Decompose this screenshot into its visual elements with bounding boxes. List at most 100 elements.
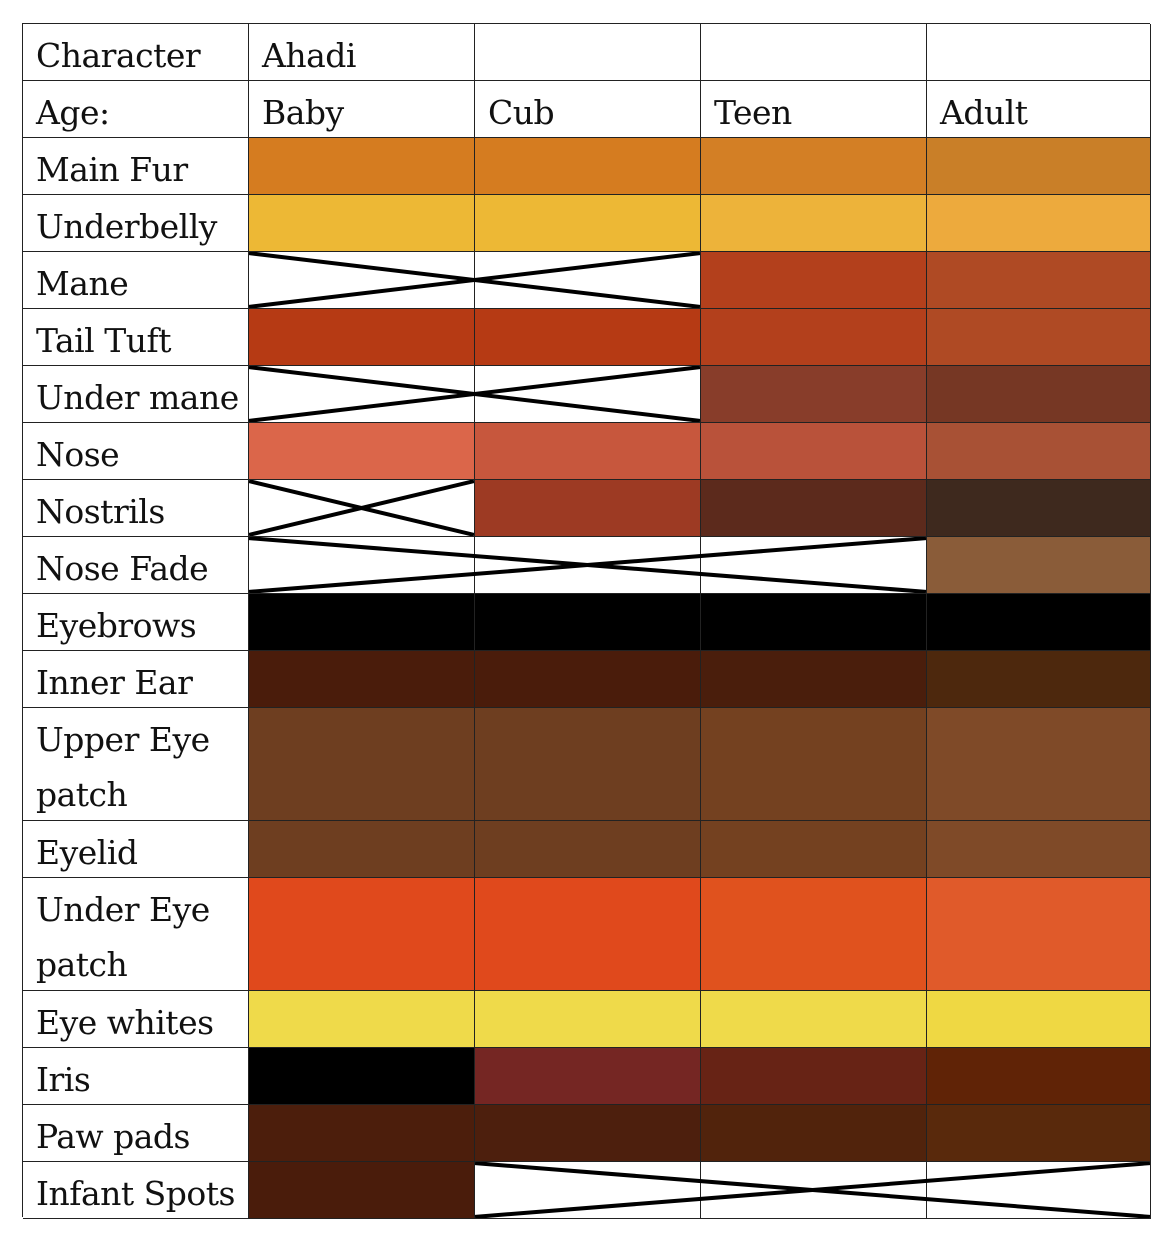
color-swatch bbox=[701, 423, 927, 480]
color-swatch bbox=[701, 878, 927, 991]
age-baby-cell: Baby bbox=[249, 81, 475, 138]
color-swatch bbox=[927, 651, 1151, 708]
color-swatch bbox=[927, 309, 1151, 366]
row-label-cell: Under mane bbox=[23, 366, 249, 423]
row-label-cell: Paw pads bbox=[23, 1105, 249, 1162]
row-label: Nose Fade bbox=[36, 549, 209, 588]
row-label: Inner Ear bbox=[36, 663, 193, 702]
color-swatch bbox=[475, 991, 701, 1048]
color-swatch bbox=[927, 423, 1151, 480]
color-swatch bbox=[249, 1048, 475, 1105]
row-label: Main Fur bbox=[36, 150, 188, 189]
row-label-cell: Eye whites bbox=[23, 991, 249, 1048]
color-swatch bbox=[249, 1162, 475, 1219]
color-swatch bbox=[249, 309, 475, 366]
cross-mark-icon bbox=[249, 480, 474, 536]
row-label: Upper Eye patch bbox=[36, 720, 210, 814]
color-swatch bbox=[475, 138, 701, 195]
column-divider bbox=[926, 1162, 927, 1218]
header-empty-cell bbox=[927, 24, 1151, 81]
color-swatch bbox=[701, 309, 927, 366]
age-label-cell: Age: bbox=[23, 81, 249, 138]
color-swatch bbox=[701, 708, 927, 821]
age-adult-cell: Adult bbox=[927, 81, 1151, 138]
row-label: Mane bbox=[36, 264, 129, 303]
color-swatch bbox=[475, 594, 701, 651]
color-swatch bbox=[475, 423, 701, 480]
header-character-name-cell: Ahadi bbox=[249, 24, 475, 81]
row-label-cell: Nostrils bbox=[23, 480, 249, 537]
color-swatch bbox=[249, 651, 475, 708]
column-divider bbox=[700, 537, 701, 593]
age-cub: Cub bbox=[488, 93, 555, 132]
row-label: Eyebrows bbox=[36, 606, 197, 645]
color-swatch bbox=[249, 708, 475, 821]
color-swatch bbox=[701, 1048, 927, 1105]
row-label: Nostrils bbox=[36, 492, 165, 531]
color-swatch bbox=[701, 252, 927, 309]
header-character-label: Character bbox=[36, 36, 201, 75]
header-empty-cell bbox=[475, 24, 701, 81]
column-divider bbox=[474, 537, 475, 593]
color-swatch bbox=[249, 138, 475, 195]
color-swatch bbox=[249, 821, 475, 878]
row-label: Under Eye patch bbox=[36, 890, 210, 984]
age-label: Age: bbox=[36, 93, 110, 132]
color-swatch bbox=[701, 480, 927, 537]
not-applicable-cell bbox=[249, 252, 701, 309]
color-swatch bbox=[475, 1105, 701, 1162]
color-swatch bbox=[249, 195, 475, 252]
color-swatch bbox=[475, 480, 701, 537]
color-swatch bbox=[701, 821, 927, 878]
color-swatch bbox=[701, 991, 927, 1048]
color-swatch bbox=[701, 138, 927, 195]
color-swatch bbox=[927, 138, 1151, 195]
row-label-cell: Under Eye patch bbox=[23, 878, 249, 991]
color-swatch bbox=[701, 195, 927, 252]
color-swatch bbox=[927, 1048, 1151, 1105]
cross-mark-icon bbox=[249, 537, 926, 593]
color-swatch bbox=[249, 594, 475, 651]
color-swatch bbox=[475, 708, 701, 821]
row-label-cell: Mane bbox=[23, 252, 249, 309]
color-swatch bbox=[249, 991, 475, 1048]
color-swatch bbox=[249, 1105, 475, 1162]
color-swatch bbox=[701, 594, 927, 651]
cross-mark-icon bbox=[249, 252, 700, 308]
color-swatch bbox=[475, 878, 701, 991]
row-label: Under mane bbox=[36, 378, 239, 417]
row-label-cell: Eyelid bbox=[23, 821, 249, 878]
color-swatch bbox=[475, 651, 701, 708]
row-label-cell: Iris bbox=[23, 1048, 249, 1105]
not-applicable-cell bbox=[475, 1162, 1151, 1219]
not-applicable-cell bbox=[249, 537, 927, 594]
color-swatch bbox=[701, 651, 927, 708]
row-label: Eye whites bbox=[36, 1003, 214, 1042]
color-table: Character Ahadi Age: Baby Cub Teen Adult… bbox=[22, 23, 1151, 1219]
row-label-cell: Upper Eye patch bbox=[23, 708, 249, 821]
color-swatch bbox=[701, 366, 927, 423]
age-cub-cell: Cub bbox=[475, 81, 701, 138]
color-swatch bbox=[927, 878, 1151, 991]
color-swatch bbox=[475, 1048, 701, 1105]
row-label-cell: Infant Spots bbox=[23, 1162, 249, 1219]
row-label-cell: Nose Fade bbox=[23, 537, 249, 594]
not-applicable-cell bbox=[249, 480, 475, 537]
header-character-name: Ahadi bbox=[262, 36, 356, 75]
row-label: Tail Tuft bbox=[36, 321, 171, 360]
color-swatch bbox=[927, 594, 1151, 651]
row-label: Underbelly bbox=[36, 207, 217, 246]
color-swatch bbox=[927, 195, 1151, 252]
color-swatch bbox=[927, 821, 1151, 878]
row-label: Infant Spots bbox=[36, 1174, 235, 1213]
row-label: Iris bbox=[36, 1060, 91, 1099]
color-swatch bbox=[475, 309, 701, 366]
row-label: Paw pads bbox=[36, 1117, 191, 1156]
age-adult: Adult bbox=[940, 93, 1028, 132]
row-label: Nose bbox=[36, 435, 120, 474]
color-swatch bbox=[475, 821, 701, 878]
row-label-cell: Tail Tuft bbox=[23, 309, 249, 366]
color-swatch bbox=[927, 252, 1151, 309]
color-swatch bbox=[249, 423, 475, 480]
color-swatch bbox=[927, 480, 1151, 537]
